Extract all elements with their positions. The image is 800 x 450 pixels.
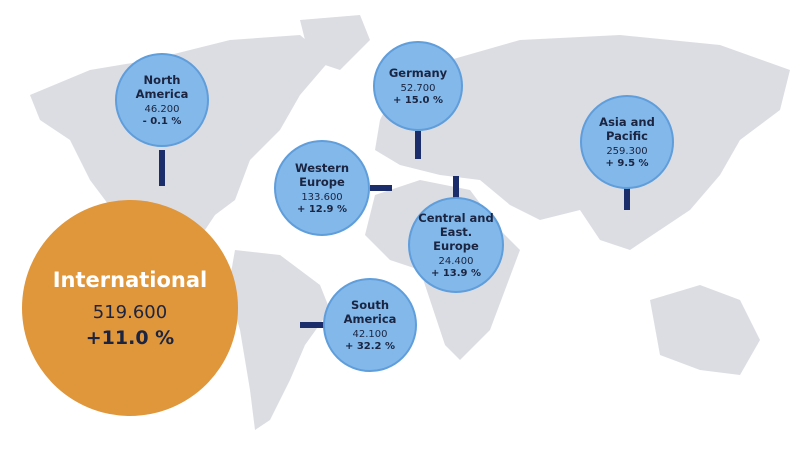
region-value: 52.700 <box>400 82 436 94</box>
region-change: + 15.0 % <box>392 94 444 106</box>
region-bubble: Central and East. Europe 24.400 + 13.9 % <box>408 197 504 293</box>
connector <box>415 131 421 159</box>
region-value: 24.400 <box>438 255 474 267</box>
connector <box>159 150 165 186</box>
region-name: Western Europe <box>294 160 350 189</box>
international-change: +11.0 % <box>85 326 175 349</box>
international-bubble: International 519.600 +11.0 % <box>22 200 238 416</box>
connector <box>624 188 630 210</box>
connector <box>370 185 392 191</box>
international-value: 519.600 <box>92 301 168 323</box>
region-change: + 12.9 % <box>296 203 348 215</box>
region-name: South America <box>343 297 397 326</box>
region-value: 46.200 <box>144 103 180 115</box>
region-name: Asia and Pacific <box>599 114 655 143</box>
australia <box>650 285 760 375</box>
connector <box>453 176 459 198</box>
region-name: Central and East. Europe <box>418 210 494 253</box>
region-change: + 32.2 % <box>344 340 396 352</box>
region-value: 133.600 <box>301 191 343 203</box>
region-bubble: Germany 52.700 + 15.0 % <box>373 41 463 131</box>
international-name: International <box>52 267 208 292</box>
region-bubble: Western Europe 133.600 + 12.9 % <box>274 140 370 236</box>
connector <box>300 322 324 328</box>
region-name: North America <box>135 72 189 101</box>
region-change: + 13.9 % <box>430 267 482 279</box>
region-value: 42.100 <box>352 328 388 340</box>
region-value: 259.300 <box>606 145 648 157</box>
region-change: - 0.1 % <box>142 115 182 127</box>
region-bubble: Asia and Pacific 259.300 + 9.5 % <box>580 95 674 189</box>
greenland <box>300 15 370 70</box>
region-bubble: North America 46.200- 0.1 % <box>115 53 209 147</box>
region-bubble: South America 42.100 + 32.2 % <box>323 278 417 372</box>
region-change: + 9.5 % <box>605 157 649 169</box>
south-america <box>228 250 330 430</box>
region-name: Germany <box>388 65 448 80</box>
